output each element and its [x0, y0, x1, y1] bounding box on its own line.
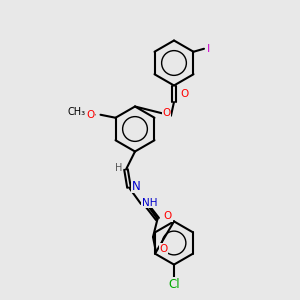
- Text: I: I: [207, 44, 210, 54]
- Text: NH: NH: [142, 197, 157, 208]
- Text: O: O: [86, 110, 94, 120]
- Text: CH₃: CH₃: [68, 107, 85, 117]
- Text: O: O: [164, 211, 172, 221]
- Text: O: O: [180, 89, 189, 99]
- Text: H: H: [115, 163, 122, 173]
- Text: Cl: Cl: [168, 278, 180, 291]
- Text: O: O: [162, 107, 171, 118]
- Text: N: N: [132, 179, 141, 193]
- Text: O: O: [159, 244, 168, 254]
